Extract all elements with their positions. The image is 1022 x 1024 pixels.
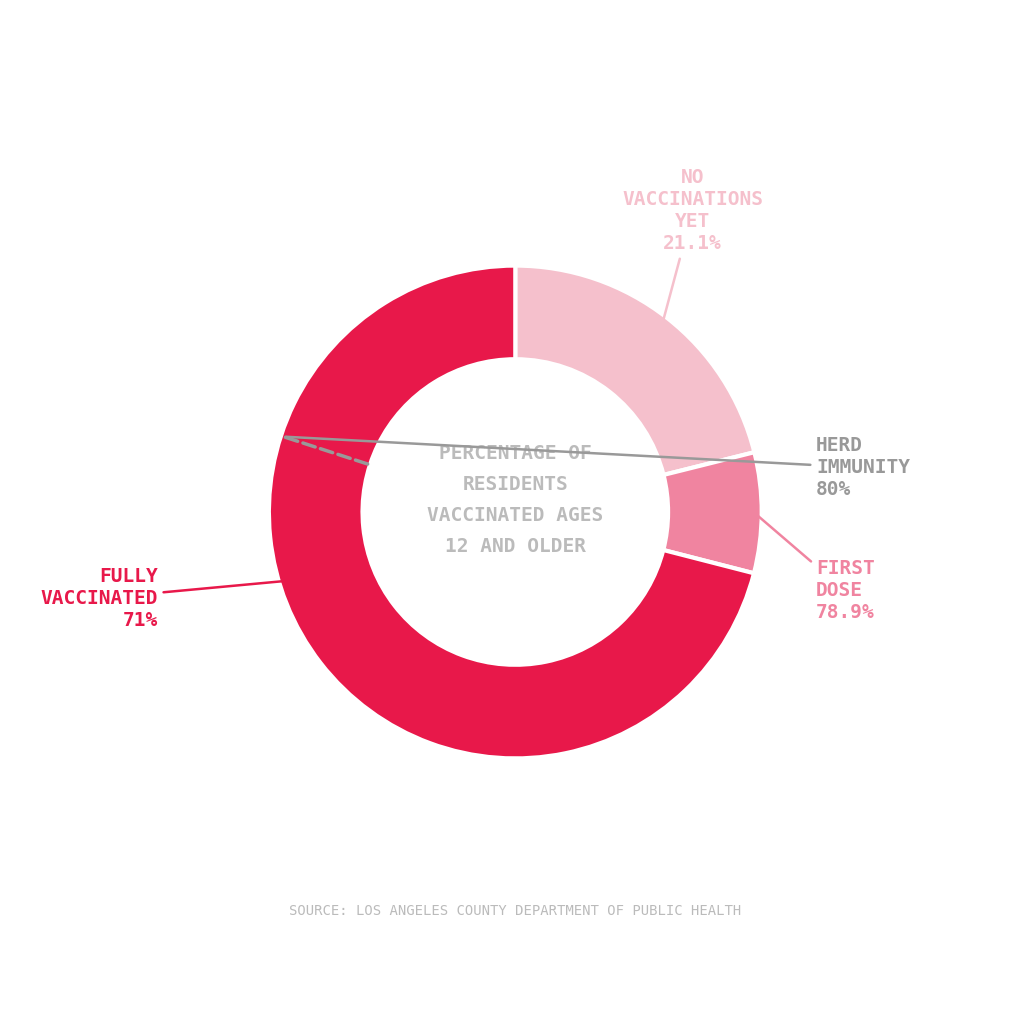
Wedge shape	[663, 453, 761, 573]
Text: NO
VACCINATIONS
YET
21.1%: NO VACCINATIONS YET 21.1%	[622, 168, 763, 321]
Text: FIRST
DOSE
78.9%: FIRST DOSE 78.9%	[756, 515, 875, 623]
Text: PERCENTAGE OF
RESIDENTS
VACCINATED AGES
12 AND OLDER: PERCENTAGE OF RESIDENTS VACCINATED AGES …	[427, 443, 603, 556]
Text: HERD
IMMUNITY
80%: HERD IMMUNITY 80%	[286, 436, 910, 499]
Wedge shape	[269, 265, 754, 759]
Text: FULLY
VACCINATED
71%: FULLY VACCINATED 71%	[41, 566, 367, 630]
Text: SOURCE: LOS ANGELES COUNTY DEPARTMENT OF PUBLIC HEALTH: SOURCE: LOS ANGELES COUNTY DEPARTMENT OF…	[289, 904, 741, 919]
Wedge shape	[515, 265, 754, 475]
